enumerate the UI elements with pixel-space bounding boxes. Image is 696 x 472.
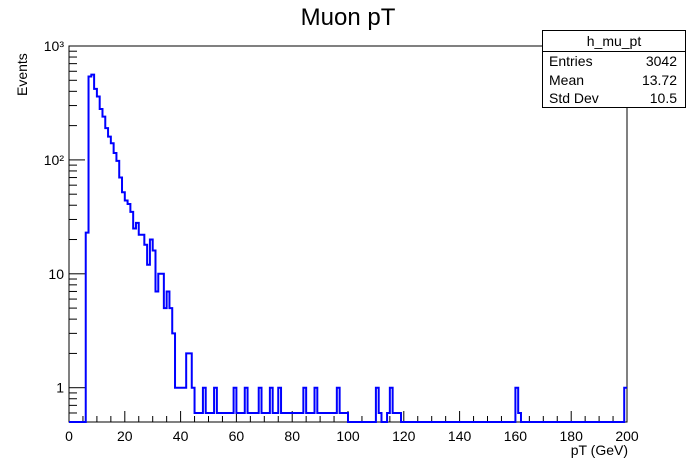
stats-histogram-name: h_mu_pt — [543, 31, 685, 52]
y-tick-label: 10² — [44, 152, 65, 168]
x-tick-label: 180 — [560, 428, 584, 444]
x-tick-label: 160 — [504, 428, 528, 444]
axis-ticks: 0 20 40 60 80 100 120 140 160 180 200 1 10 10² 10³ — [44, 38, 639, 444]
x-tick-label: 40 — [173, 428, 189, 444]
stats-stddev-value: 10.5 — [649, 90, 677, 106]
x-tick-label: 140 — [448, 428, 472, 444]
x-tick-label: 100 — [336, 428, 360, 444]
x-tick-label: 200 — [615, 428, 639, 444]
x-tick-label: 20 — [117, 428, 133, 444]
x-tick-label: 120 — [392, 428, 416, 444]
plot-frame — [68, 45, 628, 423]
stats-stddev-row: Std Dev 10.5 — [543, 89, 685, 108]
x-tick-label: 80 — [284, 428, 300, 444]
chart-title: Muon pT — [300, 4, 396, 31]
stats-stddev-label: Std Dev — [549, 90, 599, 106]
histogram-line — [69, 73, 627, 423]
stats-box: h_mu_pt Entries 3042 Mean 13.72 Std Dev … — [542, 30, 686, 108]
stats-mean-row: Mean 13.72 — [543, 71, 685, 90]
stats-mean-value: 13.72 — [641, 71, 677, 88]
x-tick-label: 0 — [65, 428, 73, 444]
y-axis-label: Events — [14, 53, 30, 96]
x-axis-label: pT (GeV) — [570, 442, 628, 458]
stats-entries-row: Entries 3042 — [543, 52, 685, 71]
y-tick-label: 1 — [56, 380, 64, 396]
stats-entries-value: 3042 — [645, 53, 677, 69]
stats-entries-label: Entries — [549, 53, 593, 69]
stats-mean-label: Mean — [549, 71, 585, 88]
y-tick-label: 10³ — [44, 38, 65, 54]
x-tick-label: 60 — [229, 428, 245, 444]
y-tick-label: 10 — [48, 266, 64, 282]
